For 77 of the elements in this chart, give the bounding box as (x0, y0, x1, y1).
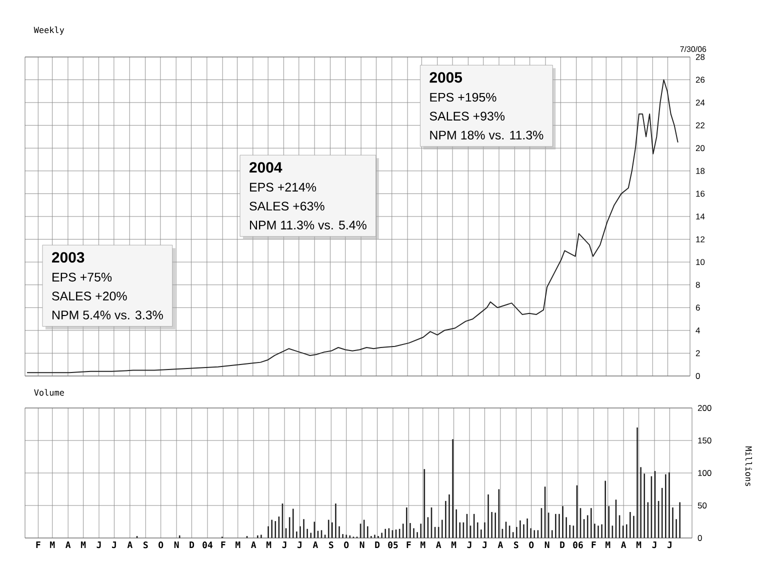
annotation: EPS +214% (250, 182, 316, 192)
x-tick-label: M (636, 542, 642, 548)
y-tick-label: 4 (696, 328, 700, 334)
x-tick-label: J (652, 542, 656, 548)
x-tick-label: M (266, 542, 272, 548)
x-tick-label: A (251, 542, 256, 548)
x-tick-label: J (482, 542, 486, 548)
x-tick-label: A (312, 542, 318, 548)
y-tick-label: 200 (698, 404, 712, 411)
x-tick-label: A (127, 542, 132, 548)
x-tick-label: J (112, 542, 116, 548)
x-tick-label: A (436, 542, 442, 548)
y-axis-title: Millions (745, 446, 752, 486)
x-tick-label: J (467, 542, 472, 548)
annotation: SALES +63% (250, 202, 324, 211)
annotation: EPS +195% (430, 92, 496, 102)
x-tick-label: M (420, 542, 426, 548)
x-tick-label: S (514, 542, 518, 548)
y-tick-label: 50 (698, 502, 707, 508)
y-tick-label: 8 (696, 282, 700, 288)
y-tick-label: 0 (696, 372, 700, 379)
y-tick-label: 0 (698, 534, 702, 541)
x-tick-label: O (529, 542, 534, 548)
x-tick-label: M (606, 542, 610, 548)
annotation: 2004 (250, 162, 282, 173)
y-tick-label: 10 (696, 259, 705, 266)
y-tick-label: 150 (698, 437, 712, 444)
annotation: 2003 (52, 252, 84, 263)
annotation: EPS +75% (52, 272, 112, 282)
x-tick-label: A (498, 542, 503, 548)
y-tick-label: 100 (698, 470, 712, 476)
chart-title: Weekly (34, 26, 64, 35)
y-tick-label: 18 (696, 168, 705, 174)
y-tick-label: 22 (696, 122, 705, 128)
x-tick-label: J (298, 542, 302, 548)
x-tick-label: M (80, 542, 86, 548)
x-tick-label: A (621, 542, 626, 548)
x-tick-label: F (221, 542, 226, 548)
x-tick-label: M (451, 542, 456, 548)
x-tick-label: O (344, 542, 349, 548)
x-tick-label: M (50, 542, 55, 548)
x-tick-label: 05 (388, 542, 398, 548)
x-tick-label: D (375, 542, 380, 548)
y-tick-label: 16 (696, 190, 705, 197)
chart-title: Volume (34, 389, 64, 396)
x-tick-label: J (282, 542, 286, 548)
annotation: NPM 5.4% vs. 3.3% (52, 310, 163, 320)
annotation: SALES +93% (430, 112, 505, 121)
y-tick-label: 6 (696, 304, 700, 311)
y-tick-label: 26 (696, 76, 705, 83)
x-tick-label: S (144, 542, 148, 548)
annotation: 2005 (430, 72, 462, 83)
y-tick-label: 20 (696, 145, 705, 152)
annotation: NPM 11.3% vs. 5.4% (250, 220, 366, 230)
x-tick-label: J (96, 542, 101, 548)
x-tick-label: N (544, 542, 550, 548)
x-tick-label: S (329, 542, 334, 548)
annotation: SALES +20% (52, 292, 127, 300)
annotation: NPM 18% vs. 11.3% (430, 130, 544, 140)
x-tick-label: D (560, 542, 565, 548)
x-tick-label: F (406, 542, 411, 548)
x-tick-label: J (667, 542, 672, 548)
x-tick-label: F (592, 542, 596, 548)
x-tick-label: O (158, 542, 164, 548)
y-tick-label: 28 (696, 54, 705, 60)
y-tick-label: 2 (696, 350, 700, 356)
x-tick-label: F (36, 542, 40, 548)
x-tick-label: M (236, 542, 240, 548)
x-tick-label: 04 (202, 542, 212, 548)
y-tick-label: 24 (696, 100, 705, 106)
x-tick-label: 06 (573, 542, 583, 548)
x-tick-label: N (360, 542, 364, 548)
x-tick-label: D (190, 542, 194, 548)
y-tick-label: 14 (696, 214, 705, 220)
y-tick-label: 12 (696, 236, 705, 242)
x-tick-label: N (174, 542, 179, 548)
x-tick-label: A (66, 542, 71, 548)
